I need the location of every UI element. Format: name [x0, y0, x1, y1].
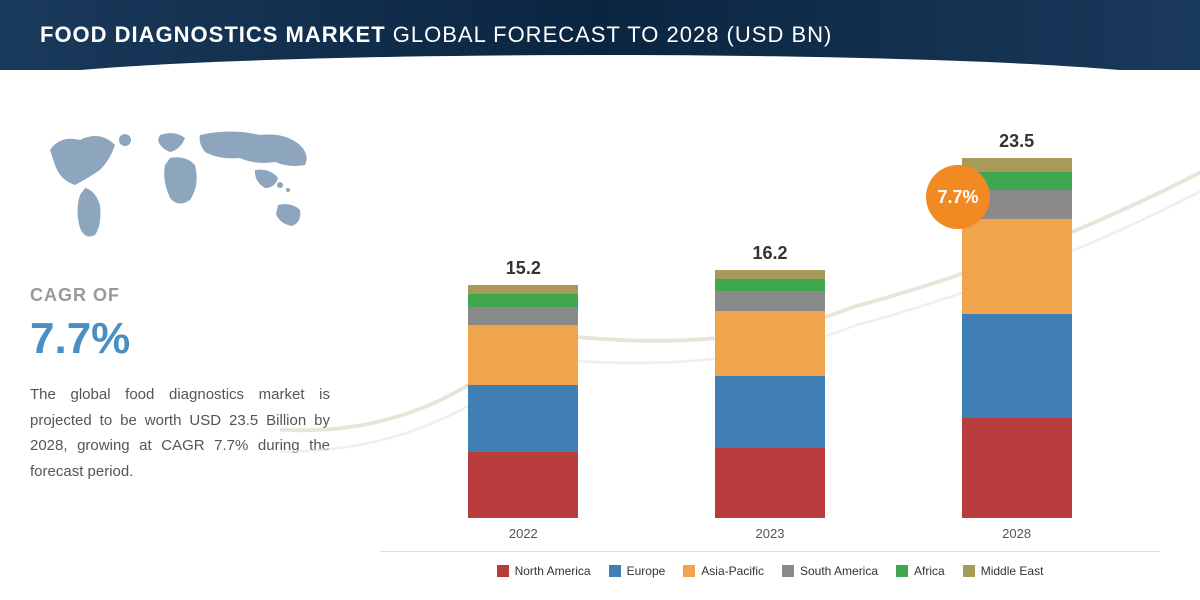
bar-segment [962, 314, 1072, 418]
bar-group: 15.2 2022 [468, 258, 578, 541]
bar-segment [962, 418, 1072, 518]
bar-segment [468, 325, 578, 385]
bar-segment [962, 158, 1072, 172]
title-light: GLOBAL FORECAST TO 2028 (USD BN) [393, 22, 833, 47]
bar-stack [715, 270, 825, 518]
bar-segment [962, 219, 1072, 314]
bar-year-label: 2023 [756, 526, 785, 541]
chart-panel: 7.7% 15.2202216.2202323.52028 North Amer… [360, 90, 1200, 600]
bar-segment [468, 307, 578, 325]
header-banner: FOOD DIAGNOSTICS MARKET GLOBAL FORECAST … [0, 0, 1200, 70]
growth-badge: 7.7% [926, 165, 990, 229]
main-container: CAGR OF 7.7% The global food diagnostics… [0, 70, 1200, 600]
bar-segment [715, 448, 825, 518]
bar-group: 16.2 2023 [715, 243, 825, 541]
bar-segment [468, 294, 578, 306]
bar-year-label: 2028 [1002, 526, 1031, 541]
bar-segment [715, 291, 825, 311]
bar-total-label: 23.5 [999, 131, 1034, 152]
bar-segment [715, 270, 825, 279]
bar-segment [715, 311, 825, 375]
bar-segment [468, 452, 578, 518]
bar-segment [715, 376, 825, 448]
bar-year-label: 2022 [509, 526, 538, 541]
chart-area: 15.2 2022 16.2 2023 23.5 2028 [380, 110, 1160, 541]
bar-total-label: 15.2 [506, 258, 541, 279]
bar-segment [468, 385, 578, 452]
bar-total-label: 16.2 [752, 243, 787, 264]
bar-stack [468, 285, 578, 518]
page-title: FOOD DIAGNOSTICS MARKET GLOBAL FORECAST … [40, 22, 832, 48]
bar-segment [468, 285, 578, 294]
bar-segment [715, 279, 825, 291]
title-bold: FOOD DIAGNOSTICS MARKET [40, 22, 386, 47]
